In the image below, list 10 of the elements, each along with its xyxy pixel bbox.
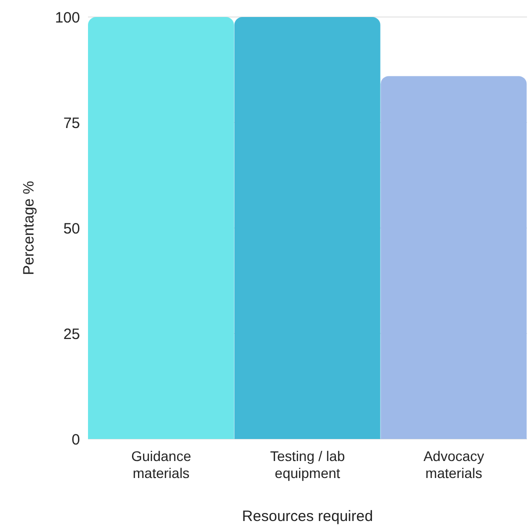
x-tick-label: Testing / lab equipment	[270, 448, 346, 481]
x-tick-label: Guidance materials	[131, 448, 192, 481]
y-tick-label: 75	[63, 114, 80, 132]
x-axis-title: Resources required	[242, 508, 373, 525]
x-tick-label: Advocacy materials	[423, 448, 484, 481]
y-axis-title: Percentage %	[20, 180, 38, 276]
y-tick-label: 25	[63, 326, 80, 343]
y-tick-label: 50	[63, 220, 80, 238]
y-tick-label: 0	[72, 431, 80, 448]
y-tick-label: 100	[54, 9, 80, 26]
